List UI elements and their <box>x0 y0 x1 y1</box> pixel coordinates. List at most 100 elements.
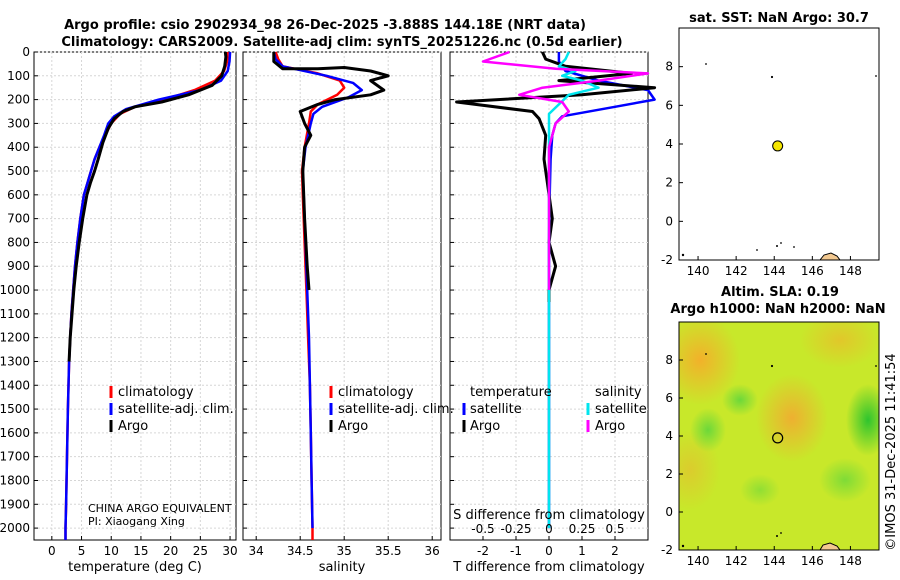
series-line-climatology <box>64 51 229 540</box>
sst-map-panel: sat. SST: NaN Argo: 30.7 140 142 144 146 148… <box>661 11 880 278</box>
figure-title-line1: Argo profile: csio 2902934_98 26-Dec-202… <box>64 18 586 33</box>
x-tick-label: 0 <box>48 544 56 558</box>
x-tick-label: 35.5 <box>375 544 402 558</box>
y-tick-label: 1000 <box>0 283 30 297</box>
map-x-tick-label: 142 <box>725 264 748 278</box>
legend-argo: Argo <box>338 419 368 434</box>
s-tick-label: 0.25 <box>569 522 596 536</box>
temperature-frame <box>33 51 237 541</box>
sla-heatmap <box>679 322 879 550</box>
difference-lines <box>455 50 657 529</box>
map-x-tick-label: 140 <box>687 554 710 568</box>
difference-panel: -2 -1 0 1 2 -0.5 -0.25 0 0.25 0.5 temperature sal… <box>449 50 657 575</box>
map-x-tick-label: 144 <box>763 554 786 568</box>
legend-climatology: climatology <box>338 385 414 400</box>
map-y-tick-label: 2 <box>665 176 673 190</box>
map-y-tick-label: -2 <box>661 253 673 267</box>
x-tick-label: 25 <box>193 544 208 558</box>
x-tick-label: 36 <box>425 544 440 558</box>
figure-title-line2: Climatology: CARS2009. Satellite-adj cli… <box>61 35 622 50</box>
x-tick-label: 20 <box>163 544 178 558</box>
map-x-tick-label: 146 <box>801 554 824 568</box>
series-line-t-argo <box>455 51 657 302</box>
sla-map-title1: Altim. SLA: 0.19 <box>721 285 839 300</box>
y-tick-label: 400 <box>7 140 30 154</box>
legend-satellite: satellite-adj. clim. <box>118 402 234 417</box>
x-tick-label: 15 <box>133 544 148 558</box>
sla-map-title2: Argo h1000: NaN h2000: NaN <box>670 302 885 317</box>
difference-ticks: -2 -1 0 1 2 -0.5 -0.25 0 0.25 0.5 <box>450 51 625 558</box>
y-tick-label: 0 <box>22 45 30 59</box>
salinity-ticks: 34 34.5 35 35.5 36 <box>243 51 440 558</box>
sst-map-coast <box>681 63 877 261</box>
y-tick-label: 100 <box>7 69 30 83</box>
series-line-argo <box>67 51 228 362</box>
map-x-tick-label: 140 <box>687 264 710 278</box>
salinity-frame <box>242 51 442 541</box>
y-tick-label: 700 <box>7 212 30 226</box>
y-tick-label: 1600 <box>0 426 30 440</box>
map-x-tick-label: 148 <box>839 554 862 568</box>
temperature-grid <box>34 51 236 540</box>
legend-s-argo: Argo <box>595 419 625 434</box>
x-tick-label: -1 <box>510 544 522 558</box>
map-y-tick-label: 6 <box>665 98 673 112</box>
difference-xlabel-top: S difference from climatology <box>453 508 645 523</box>
series-line-satellite-adj-clim- <box>272 51 364 529</box>
legend-satellite: satellite-adj. clim. <box>338 402 454 417</box>
sla-map-coast <box>681 353 877 548</box>
y-tick-label: 1900 <box>0 497 30 511</box>
difference-xlabel: T difference from climatology <box>452 560 645 575</box>
temperature-panel: 0100200300400500600700800900100011001200… <box>0 45 238 575</box>
legend-salinity-heading: salinity <box>595 385 642 400</box>
map-y-tick-label: 4 <box>665 429 673 443</box>
s-tick-label: -0.5 <box>471 522 494 536</box>
y-tick-label: 1300 <box>0 354 30 368</box>
legend-climatology: climatology <box>118 385 194 400</box>
legend-t-argo: Argo <box>470 419 500 434</box>
temperature-lines <box>64 51 232 540</box>
map-y-tick-label: -2 <box>661 543 673 557</box>
temperature-xlabel: temperature (deg C) <box>68 560 202 575</box>
map-y-tick-label: 8 <box>665 60 673 74</box>
temperature-legend: climatology satellite-adj. clim. Argo <box>109 385 234 434</box>
map-x-tick-label: 144 <box>763 264 786 278</box>
map-x-tick-label: 146 <box>801 264 824 278</box>
y-tick-label: 800 <box>7 235 30 249</box>
argo-position-marker <box>772 140 784 152</box>
salinity-legend: climatology satellite-adj. clim. Argo <box>329 385 454 434</box>
s-tick-label: 0.5 <box>605 522 624 536</box>
legend-t-satellite: satellite <box>470 402 522 417</box>
y-tick-label: 1400 <box>0 378 30 392</box>
map-y-tick-label: 4 <box>665 137 673 151</box>
x-tick-label: 1 <box>578 544 586 558</box>
series-line-satellite-adj-clim- <box>64 51 232 540</box>
s-tick-label: -0.25 <box>500 522 531 536</box>
x-tick-label: 35 <box>337 544 352 558</box>
x-tick-label: 2 <box>611 544 619 558</box>
x-tick-label: 30 <box>222 544 237 558</box>
map-y-tick-label: 0 <box>665 505 673 519</box>
x-tick-label: 0 <box>545 544 553 558</box>
y-tick-label: 300 <box>7 116 30 130</box>
x-tick-label: 34.5 <box>287 544 314 558</box>
y-tick-label: 900 <box>7 259 30 273</box>
map-x-tick-label: 142 <box>725 554 748 568</box>
salinity-panel: 34 34.5 35 35.5 36 climatology satellite-adj… <box>242 51 454 575</box>
y-tick-label: 2000 <box>0 521 30 535</box>
y-tick-label: 200 <box>7 93 30 107</box>
x-tick-label: -2 <box>477 544 489 558</box>
salinity-grid <box>243 51 441 540</box>
y-tick-label: 1800 <box>0 473 30 487</box>
map-y-tick-label: 0 <box>665 214 673 228</box>
map-y-tick-label: 2 <box>665 467 673 481</box>
y-tick-label: 1200 <box>0 331 30 345</box>
argo-position-marker <box>772 432 784 444</box>
salinity-xlabel: salinity <box>319 560 366 575</box>
y-tick-label: 1100 <box>0 307 30 321</box>
map-x-tick-label: 148 <box>839 264 862 278</box>
annotation-pi: PI: Xiaogang Xing <box>88 515 185 528</box>
y-tick-label: 1500 <box>0 402 30 416</box>
timestamp-footer: ©IMOS 31-Dec-2025 11:41:54 <box>884 353 899 550</box>
